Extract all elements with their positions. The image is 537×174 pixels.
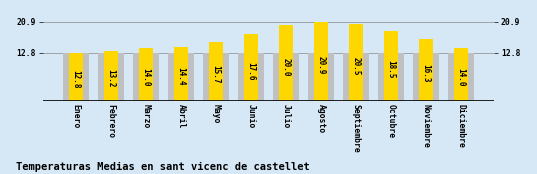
Bar: [279, 25, 293, 101]
Bar: [139, 48, 154, 101]
Text: 13.2: 13.2: [106, 69, 115, 88]
Text: 20.0: 20.0: [281, 58, 291, 76]
Bar: [448, 53, 474, 101]
Bar: [173, 46, 188, 101]
Text: 16.3: 16.3: [422, 64, 431, 82]
Bar: [383, 31, 398, 101]
Text: 14.0: 14.0: [456, 68, 466, 86]
Bar: [454, 48, 468, 101]
Text: 15.7: 15.7: [212, 65, 221, 84]
Bar: [104, 51, 118, 101]
Bar: [379, 53, 404, 101]
Text: 20.5: 20.5: [352, 57, 360, 75]
Bar: [419, 39, 433, 101]
Bar: [238, 53, 264, 101]
Bar: [204, 53, 229, 101]
Text: 18.5: 18.5: [387, 60, 395, 79]
Bar: [308, 53, 333, 101]
Text: 14.0: 14.0: [142, 68, 150, 86]
Bar: [63, 53, 89, 101]
Bar: [349, 23, 364, 101]
Text: 20.9: 20.9: [316, 56, 325, 75]
Bar: [98, 53, 124, 101]
Bar: [209, 42, 223, 101]
Text: 17.6: 17.6: [246, 62, 256, 80]
Bar: [244, 34, 258, 101]
Text: 12.8: 12.8: [71, 70, 81, 88]
Bar: [343, 53, 368, 101]
Bar: [314, 22, 328, 101]
Text: 14.4: 14.4: [177, 67, 185, 86]
Bar: [169, 53, 194, 101]
Bar: [69, 53, 83, 101]
Bar: [413, 53, 439, 101]
Bar: [273, 53, 299, 101]
Text: Temperaturas Medias en sant vicenc de castellet: Temperaturas Medias en sant vicenc de ca…: [16, 162, 310, 172]
Bar: [133, 53, 158, 101]
